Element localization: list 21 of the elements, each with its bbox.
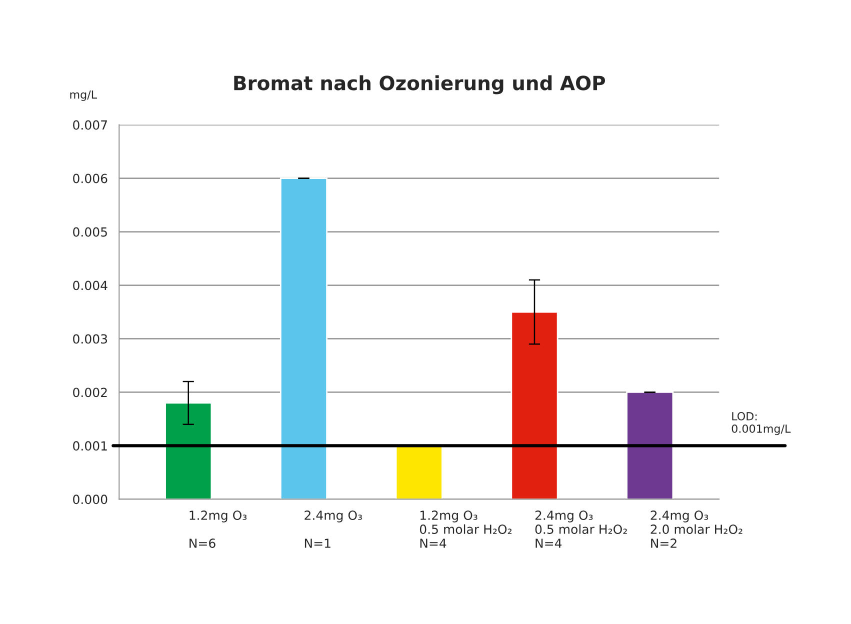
y-tick-label: 0.004: [73, 280, 108, 290]
bar: [280, 178, 328, 500]
y-tick-label: 0.003: [73, 334, 108, 344]
y-tick-label: 0.001: [73, 441, 107, 451]
bar: [164, 402, 212, 500]
category-label: 2.4mg O₃ N=1: [304, 510, 362, 548]
y-tick-label: 0.007: [73, 120, 107, 130]
y-tick-label: 0.002: [73, 388, 107, 398]
y-tick-label: 0.005: [73, 227, 107, 237]
category-label: 1.2mg O₃ N=6: [190, 510, 247, 548]
bar: [395, 445, 443, 500]
x-tick-label: 2.4mg O₃ 0.5 molar H₂O₂ N=4: [535, 510, 627, 548]
ref-line-label: LOD: 0.001mg/L: [732, 412, 791, 436]
y-tick-label: 0.000: [73, 494, 108, 504]
bar: [626, 392, 674, 500]
x-tick-label: 2.4mg O₃ 2.0 molar H₂O₂ N=2: [650, 510, 742, 548]
y-tick-label: 0.006: [73, 174, 108, 184]
bar: [510, 311, 558, 500]
x-tick-label: 1.2mg O₃ 0.5 molar H₂O₂ N=4: [420, 510, 512, 548]
y-axis-title: mg/L: [70, 90, 97, 101]
chart-title: Bromat nach Ozonierung und AOP: [234, 75, 606, 94]
